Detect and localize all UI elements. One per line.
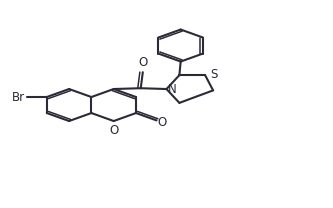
Text: O: O bbox=[139, 56, 148, 69]
Text: Br: Br bbox=[12, 90, 25, 104]
Text: O: O bbox=[157, 116, 166, 129]
Text: O: O bbox=[109, 124, 118, 137]
Text: N: N bbox=[168, 83, 176, 96]
Text: S: S bbox=[210, 68, 218, 81]
